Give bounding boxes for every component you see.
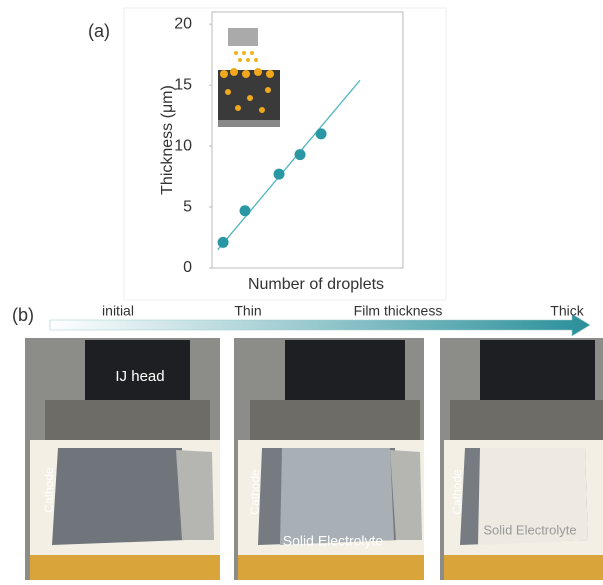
arrow-label: Film thickness xyxy=(354,303,443,319)
point xyxy=(274,169,285,180)
photo-label: Cathode xyxy=(42,467,56,513)
y-tick-label: 0 xyxy=(183,259,192,276)
figure: (a) Thickness (μm) Number of droplets 05… xyxy=(0,0,603,580)
photo: IJ head Cathode xyxy=(25,338,220,580)
arrow-label: Thin xyxy=(234,303,261,319)
y-tick-label: 20 xyxy=(174,15,192,32)
arrow-label: Thick xyxy=(550,303,584,319)
photo-label: Cathode xyxy=(248,469,262,515)
photo: Cathode Solid Electrolyte xyxy=(440,338,603,580)
photo-label: IJ head xyxy=(115,368,164,385)
panel-label: (a) xyxy=(88,21,110,41)
y-tick-label: 10 xyxy=(174,137,192,154)
point xyxy=(240,205,251,216)
y-tick-label: 15 xyxy=(174,76,192,93)
point xyxy=(295,149,306,160)
plot-area xyxy=(212,12,403,268)
inset-illustration xyxy=(218,28,280,127)
photo-label: Solid Electrolyte xyxy=(483,522,576,537)
chart: 0 5 10 15 20 xyxy=(174,15,360,276)
photo-label: Cathode xyxy=(450,469,464,515)
panel-label: (b) xyxy=(12,305,34,325)
photo: Cathode Solid Electrolyte xyxy=(234,338,424,580)
point xyxy=(316,128,327,139)
x-axis-label: Number of droplets xyxy=(248,276,384,293)
photo-label: Solid Electrolyte xyxy=(283,533,384,549)
point xyxy=(218,237,229,248)
arrow-label: initial xyxy=(102,303,134,319)
y-tick-label: 5 xyxy=(183,198,192,215)
